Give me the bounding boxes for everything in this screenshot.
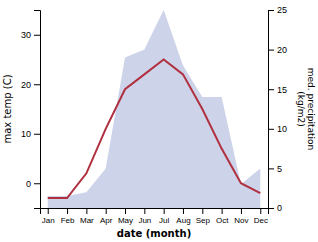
tick-mark xyxy=(260,208,261,214)
tick: 10 xyxy=(21,129,40,139)
tick-label: 20 xyxy=(21,80,31,90)
tick: 5 xyxy=(268,164,282,174)
area xyxy=(48,10,261,208)
tick-label: Mar xyxy=(80,216,94,225)
tick: 20 xyxy=(21,80,40,90)
tick: Jun xyxy=(138,208,151,225)
tick-mark xyxy=(34,134,40,135)
axis-domain xyxy=(269,11,275,209)
axis-domain xyxy=(34,11,41,209)
tick: Aug xyxy=(176,208,190,225)
y-axis-title: max temp (C) xyxy=(2,74,13,143)
tick: Oct xyxy=(216,208,229,225)
tick-mark xyxy=(183,208,184,214)
y2-axis: 0 5 10 15 20 25 xyxy=(268,5,287,213)
tick: 0 xyxy=(26,179,40,189)
tick: Nov xyxy=(234,208,248,225)
tick-label: 30 xyxy=(21,30,31,40)
tick-label: Apr xyxy=(100,216,113,225)
tick: Mar xyxy=(80,208,94,225)
tick-label: 0 xyxy=(26,179,31,189)
y-axis: 0 10 20 30 xyxy=(21,11,41,209)
tick-label: Feb xyxy=(61,216,75,225)
tick-label: Aug xyxy=(176,216,190,225)
tick-mark xyxy=(268,89,274,90)
tick-mark xyxy=(268,129,274,130)
tick: Feb xyxy=(61,208,75,225)
chart: Jan Feb Mar Apr May Jun Jul Aug Sep Oct Nov Dec 0 10 2… xyxy=(0,0,318,242)
tick: May xyxy=(118,208,133,225)
tick-mark xyxy=(86,208,87,214)
tick-label: 5 xyxy=(277,164,282,174)
y2-axis-title: med. precipitation(kg/m2) xyxy=(296,68,316,150)
tick: Jul xyxy=(159,208,169,225)
tick-mark xyxy=(241,208,242,214)
tick: 30 xyxy=(21,30,40,40)
tick-label: May xyxy=(118,216,133,225)
tick-label: 20 xyxy=(277,45,287,55)
tick-mark xyxy=(34,84,40,85)
tick: Jan xyxy=(42,208,55,225)
x-axis-title: date (month) xyxy=(117,228,191,239)
tick: 0 xyxy=(268,203,282,213)
tick: 10 xyxy=(268,124,287,134)
tick-label: 10 xyxy=(21,129,31,139)
tick: 20 xyxy=(268,45,287,55)
tick-mark xyxy=(106,208,107,214)
tick-mark xyxy=(125,208,126,214)
tick-mark xyxy=(222,208,223,214)
tick-mark xyxy=(48,208,49,214)
marks xyxy=(48,10,261,208)
plot-area: Jan Feb Mar Apr May Jun Jul Aug Sep Oct Nov Dec 0 10 2… xyxy=(21,5,287,224)
tick-label: Jun xyxy=(138,216,151,225)
tick-mark xyxy=(202,208,203,214)
tick-label: Dec xyxy=(254,216,268,225)
tick: Dec xyxy=(254,208,268,225)
tick-label: 25 xyxy=(277,5,287,15)
tick-mark xyxy=(268,10,274,11)
tick: 15 xyxy=(268,85,287,95)
y2-axis-title-line: (kg/m2) xyxy=(296,91,306,126)
tick-mark xyxy=(268,208,274,209)
x-axis: Jan Feb Mar Apr May Jun Jul Aug Sep Oct Nov Dec xyxy=(41,208,269,225)
tick-mark xyxy=(34,35,40,36)
tick-label: Nov xyxy=(234,216,248,225)
tick-mark xyxy=(144,208,145,214)
tick-mark xyxy=(67,208,68,214)
axis-domain xyxy=(41,209,269,215)
tick-mark xyxy=(268,50,274,51)
tick-label: 0 xyxy=(277,203,282,213)
tick: Apr xyxy=(100,208,113,225)
y2-axis-title-line: med. precipitation xyxy=(306,68,316,150)
tick-label: Jul xyxy=(159,216,169,225)
tick-label: Sep xyxy=(196,216,211,225)
tick-label: 10 xyxy=(277,124,287,134)
tick-mark xyxy=(268,168,274,169)
tick-label: Oct xyxy=(216,216,229,225)
tick-mark xyxy=(34,183,40,184)
tick: Sep xyxy=(196,208,211,225)
tick: 25 xyxy=(268,5,287,15)
tick-label: Jan xyxy=(42,216,55,225)
line xyxy=(48,60,261,199)
tick-mark xyxy=(164,208,165,214)
tick-label: 15 xyxy=(277,85,287,95)
